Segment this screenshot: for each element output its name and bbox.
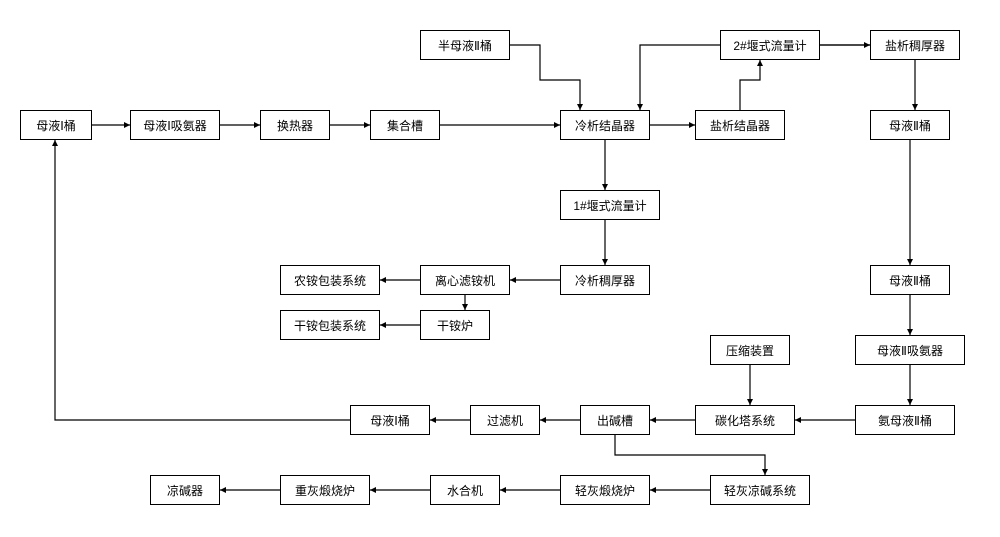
flow-node-label: 出碱槽 bbox=[597, 412, 633, 429]
flow-node: 换热器 bbox=[260, 110, 330, 140]
arrowhead bbox=[52, 140, 58, 146]
arrowhead bbox=[650, 487, 656, 493]
flow-node: 农铵包装系统 bbox=[280, 265, 380, 295]
flow-node: 集合槽 bbox=[370, 110, 440, 140]
flow-node-label: 干铵炉 bbox=[437, 317, 473, 334]
flow-node-label: 盐析稠厚器 bbox=[885, 37, 945, 54]
arrowhead bbox=[757, 60, 763, 66]
flow-node: 压缩装置 bbox=[710, 335, 790, 365]
edge bbox=[740, 60, 760, 110]
flow-node-label: 氨母液Ⅱ桶 bbox=[878, 412, 932, 429]
flow-node: 盐析结晶器 bbox=[695, 110, 785, 140]
flow-node: 出碱槽 bbox=[580, 405, 650, 435]
flow-node: 2#堰式流量计 bbox=[720, 30, 820, 60]
flow-node: 母液Ⅰ吸氨器 bbox=[130, 110, 220, 140]
flow-node: 过滤机 bbox=[470, 405, 540, 435]
arrowhead bbox=[380, 322, 386, 328]
flow-node-label: 母液Ⅰ桶 bbox=[370, 412, 410, 429]
flow-node-label: 2#堰式流量计 bbox=[733, 37, 806, 54]
flow-node-label: 轻灰凉碱系统 bbox=[724, 482, 796, 499]
arrowhead bbox=[370, 487, 376, 493]
flow-node-label: 半母液Ⅱ桶 bbox=[438, 37, 492, 54]
flow-node: 母液Ⅰ桶 bbox=[350, 405, 430, 435]
flow-node-label: 集合槽 bbox=[387, 117, 423, 134]
flow-node: 轻灰煅烧炉 bbox=[560, 475, 650, 505]
flow-node-label: 农铵包装系统 bbox=[294, 272, 366, 289]
edge bbox=[510, 45, 580, 110]
flow-node: 半母液Ⅱ桶 bbox=[420, 30, 510, 60]
flow-node: 冷析稠厚器 bbox=[560, 265, 650, 295]
flow-node: 轻灰凉碱系统 bbox=[710, 475, 810, 505]
flow-node-label: 离心滤铵机 bbox=[435, 272, 495, 289]
flow-node-label: 过滤机 bbox=[487, 412, 523, 429]
flow-node-label: 1#堰式流量计 bbox=[573, 197, 646, 214]
flow-node: 离心滤铵机 bbox=[420, 265, 510, 295]
flow-node: 重灰煅烧炉 bbox=[280, 475, 370, 505]
flow-node: 干铵包装系统 bbox=[280, 310, 380, 340]
flow-node-label: 母液Ⅱ桶 bbox=[889, 272, 931, 289]
arrowhead bbox=[500, 487, 506, 493]
flow-node: 母液Ⅱ桶 bbox=[870, 110, 950, 140]
flow-node: 母液Ⅰ桶 bbox=[20, 110, 92, 140]
flow-node: 碳化塔系统 bbox=[695, 405, 795, 435]
flow-node-label: 凉碱器 bbox=[167, 482, 203, 499]
flow-node-label: 母液Ⅱ吸氨器 bbox=[877, 342, 943, 359]
arrowhead bbox=[430, 417, 436, 423]
flow-node: 母液Ⅱ吸氨器 bbox=[855, 335, 965, 365]
arrowhead bbox=[380, 277, 386, 283]
flow-node-label: 重灰煅烧炉 bbox=[295, 482, 355, 499]
flow-node-label: 压缩装置 bbox=[726, 342, 774, 359]
flow-node-label: 水合机 bbox=[447, 482, 483, 499]
flow-node: 氨母液Ⅱ桶 bbox=[855, 405, 955, 435]
arrowhead bbox=[540, 417, 546, 423]
flow-node-label: 母液Ⅱ桶 bbox=[889, 117, 931, 134]
flow-node: 母液Ⅱ桶 bbox=[870, 265, 950, 295]
flow-node: 冷析结晶器 bbox=[560, 110, 650, 140]
arrowhead bbox=[795, 417, 801, 423]
flow-node: 水合机 bbox=[430, 475, 500, 505]
flowchart-canvas: 母液Ⅰ桶 母液Ⅰ吸氨器 换热器 集合槽 半母液Ⅱ桶冷析结晶器 盐析结晶器 2#堰式流量计 盐析… bbox=[0, 0, 1000, 537]
flow-node-label: 冷析结晶器 bbox=[575, 117, 635, 134]
arrowhead bbox=[220, 487, 226, 493]
flow-node: 1#堰式流量计 bbox=[560, 190, 660, 220]
flow-node: 盐析稠厚器 bbox=[870, 30, 960, 60]
arrowhead bbox=[650, 417, 656, 423]
flow-node-label: 盐析结晶器 bbox=[710, 117, 770, 134]
flow-node-label: 母液Ⅰ吸氨器 bbox=[143, 117, 207, 134]
flow-node-label: 冷析稠厚器 bbox=[575, 272, 635, 289]
flow-node-label: 干铵包装系统 bbox=[294, 317, 366, 334]
arrowhead bbox=[510, 277, 516, 283]
flow-node-label: 母液Ⅰ桶 bbox=[36, 117, 76, 134]
edge bbox=[615, 435, 765, 475]
flow-node-label: 碳化塔系统 bbox=[715, 412, 775, 429]
flow-node: 凉碱器 bbox=[150, 475, 220, 505]
flow-node-label: 换热器 bbox=[277, 117, 313, 134]
flow-node-label: 轻灰煅烧炉 bbox=[575, 482, 635, 499]
flow-node: 干铵炉 bbox=[420, 310, 490, 340]
